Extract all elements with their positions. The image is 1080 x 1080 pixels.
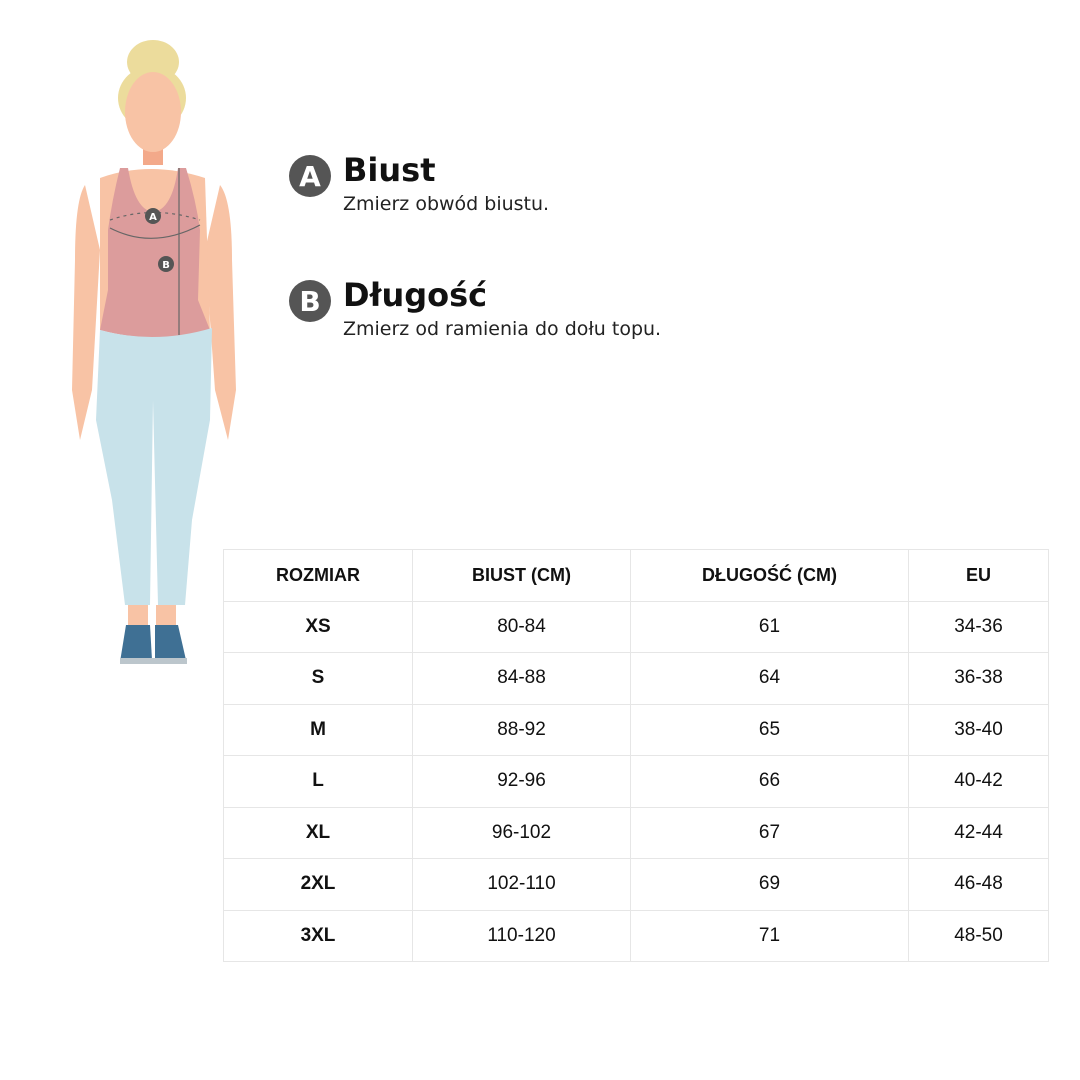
cell-bust: 88-92 [412,703,631,756]
table-row: XS 80-84 61 34-36 [223,600,1049,653]
figure-label-b: B [162,260,170,271]
table-row: XL 96-102 67 42-44 [223,806,1049,859]
cell-length: 67 [630,806,909,859]
header-eu: EU [908,549,1049,602]
cell-size: S [223,652,413,705]
cell-size: 3XL [223,909,413,962]
cell-eu: 38-40 [908,703,1049,756]
cell-length: 65 [630,703,909,756]
cell-bust: 80-84 [412,600,631,653]
cell-bust: 84-88 [412,652,631,705]
figure-label-a: A [149,212,157,223]
cell-size: 2XL [223,858,413,911]
cell-length: 61 [630,600,909,653]
measurement-title: Długość [343,276,488,314]
cell-length: 71 [630,909,909,962]
cell-length: 66 [630,755,909,808]
cell-length: 64 [630,652,909,705]
cell-eu: 34-36 [908,600,1049,653]
cell-size: XL [223,806,413,859]
cell-bust: 92-96 [412,755,631,808]
cell-length: 69 [630,858,909,911]
measurement-description: Zmierz obwód biustu. [343,193,550,215]
size-table: ROZMIAR BIUST (CM) DŁUGOŚĆ (CM) EU XS 80-… [223,549,1049,962]
badge-b-icon: B [289,280,331,322]
woman-figure-illustration: A B [72,40,236,664]
cell-bust: 96-102 [412,806,631,859]
cell-eu: 36-38 [908,652,1049,705]
cell-size: XS [223,600,413,653]
table-row: L 92-96 66 40-42 [223,755,1049,808]
table-row: M 88-92 65 38-40 [223,703,1049,756]
measurement-title: Biust [343,151,436,189]
cell-size: M [223,703,413,756]
cell-bust: 110-120 [412,909,631,962]
header-bust: BIUST (CM) [412,549,631,602]
table-row: S 84-88 64 36-38 [223,652,1049,705]
cell-eu: 48-50 [908,909,1049,962]
cell-eu: 46-48 [908,858,1049,911]
measurement-description: Zmierz od ramienia do dołu topu. [343,318,662,340]
table-header-row: ROZMIAR BIUST (CM) DŁUGOŚĆ (CM) EU [223,549,1049,602]
cell-eu: 42-44 [908,806,1049,859]
cell-size: L [223,755,413,808]
header-size: ROZMIAR [223,549,413,602]
cell-eu: 40-42 [908,755,1049,808]
header-length: DŁUGOŚĆ (CM) [630,549,909,602]
cell-bust: 102-110 [412,858,631,911]
badge-a-icon: A [289,155,331,197]
table-row: 3XL 110-120 71 48-50 [223,909,1049,962]
table-row: 2XL 102-110 69 46-48 [223,858,1049,911]
